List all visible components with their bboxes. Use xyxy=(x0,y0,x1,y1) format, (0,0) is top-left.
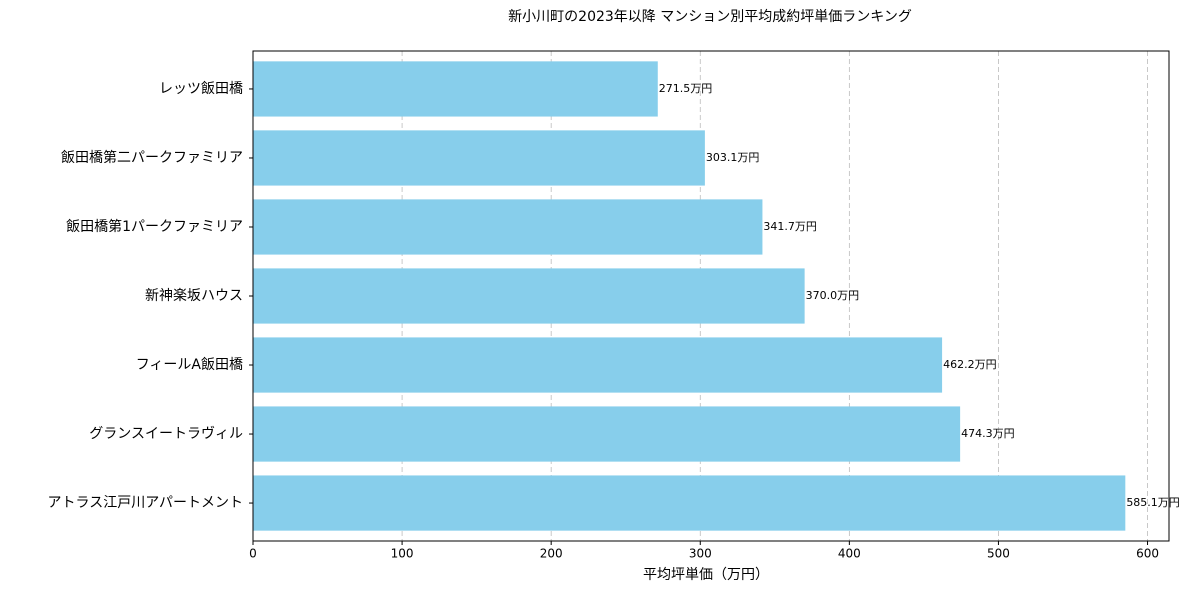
y-tick-label: 新神楽坂ハウス xyxy=(145,288,243,304)
x-tick-label: 400 xyxy=(838,547,861,561)
value-label: 462.2万円 xyxy=(943,358,997,371)
x-tick-label: 200 xyxy=(540,547,563,561)
chart-title: 新小川町の2023年以降 マンション別平均成約坪単価ランキング xyxy=(508,9,912,25)
value-label: 370.0万円 xyxy=(806,289,860,302)
y-tick-label: グランスイートラヴィル xyxy=(89,425,243,442)
x-axis-label: 平均坪単価（万円） xyxy=(643,567,769,583)
x-tick-label: 500 xyxy=(987,547,1010,561)
value-label: 303.1万円 xyxy=(706,151,760,164)
y-tick-label: 飯田橋第二パークファミリア xyxy=(61,149,243,166)
value-label: 585.1万円 xyxy=(1126,496,1180,509)
bar xyxy=(253,199,763,255)
y-tick-label: 飯田橋第1パークファミリア xyxy=(66,218,243,235)
bar xyxy=(253,268,805,324)
y-tick-label: フィールA飯田橋 xyxy=(136,356,243,373)
value-label: 474.3万円 xyxy=(961,427,1015,440)
bar xyxy=(253,61,658,117)
bar xyxy=(253,475,1126,531)
value-label: 271.5万円 xyxy=(659,82,713,95)
value-label: 341.7万円 xyxy=(763,220,817,233)
x-tick-label: 100 xyxy=(391,547,414,561)
x-tick-label: 600 xyxy=(1136,547,1159,561)
bar xyxy=(253,337,943,393)
bar xyxy=(253,406,961,462)
bar xyxy=(253,130,705,186)
y-tick-label: アトラス江戸川アパートメント xyxy=(48,495,243,511)
x-tick-label: 0 xyxy=(249,547,257,561)
x-tick-label: 300 xyxy=(689,547,712,561)
y-tick-label: レッツ飯田橋 xyxy=(159,80,243,97)
plot-frame xyxy=(252,50,1170,542)
